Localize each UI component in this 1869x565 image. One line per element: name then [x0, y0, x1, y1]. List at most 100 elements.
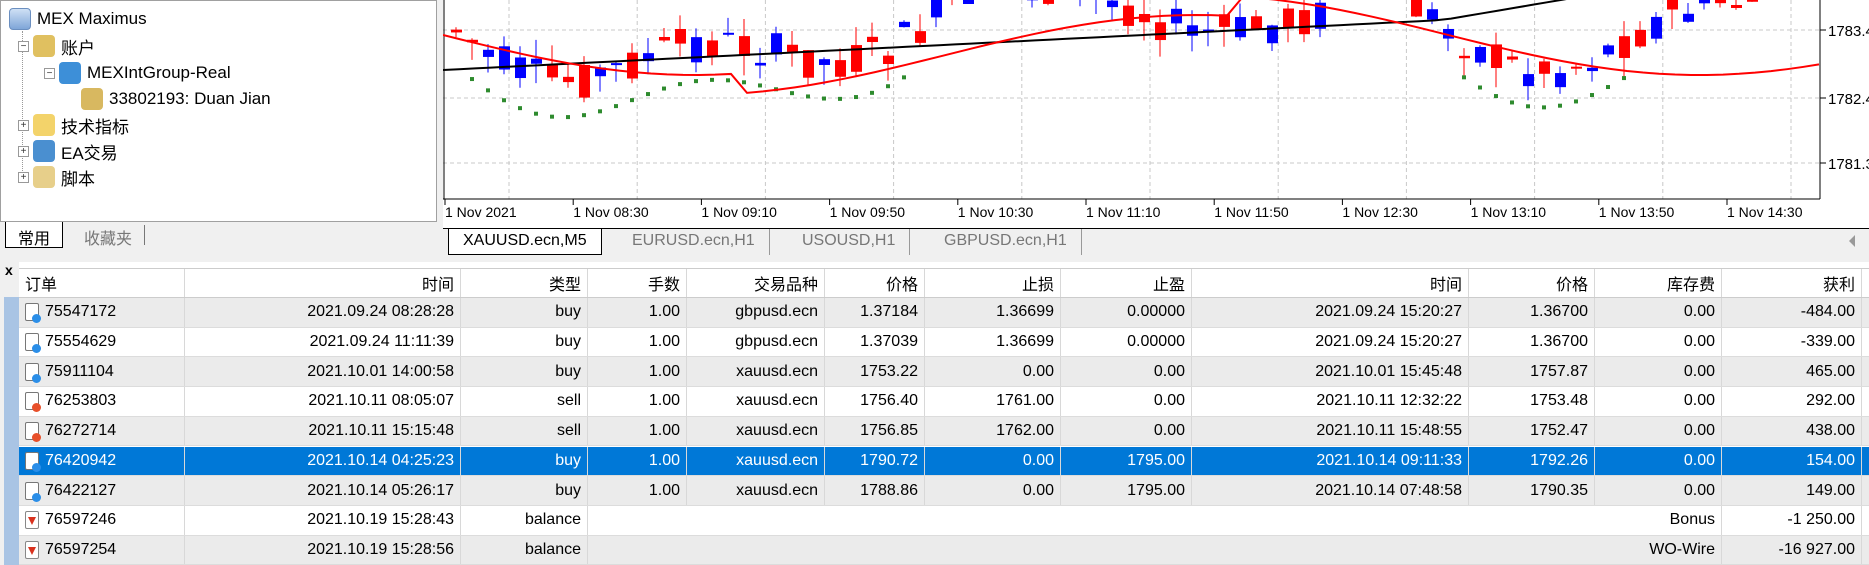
expand-icon[interactable]: + — [18, 146, 29, 157]
cell: 1761.00 — [925, 387, 1061, 416]
table-row[interactable]: 75911104 2021.10.01 14:00:58 buy 1.00 xauusd… — [19, 357, 1869, 388]
column-header[interactable]: 获利 — [1722, 269, 1862, 297]
sar-dot — [550, 114, 554, 119]
time-label: 1 Nov 11:10 — [1086, 204, 1161, 220]
comment: WO-Wire — [588, 535, 1722, 565]
tab-eurusd-h1[interactable]: EURUSD.ecn,H1 — [618, 229, 770, 255]
cell: 0.00 — [1595, 357, 1722, 387]
table-row[interactable]: 75554629 2021.09.24 11:11:39 buy 1.00 gbpusd… — [19, 327, 1869, 358]
column-header[interactable]: 止损 — [925, 269, 1061, 297]
tab-xauusd-m5[interactable]: XAUUSD.ecn,M5 — [448, 229, 602, 255]
cell: 2021.10.19 15:28:43 — [185, 505, 461, 535]
cell: 2021.09.24 15:20:27 — [1192, 298, 1469, 327]
column-header[interactable]: 时间 — [1192, 269, 1469, 297]
cell: buy — [461, 327, 588, 357]
expand-icon[interactable]: + — [18, 120, 29, 131]
price-chart[interactable]: 1783.4 1782.4 1781.3 1 Nov 2021 1 Nov 08:30 1… — [442, 0, 1869, 228]
time-label: 1 Nov 13:10 — [1471, 204, 1547, 220]
cell: 75547172 — [19, 298, 185, 327]
table-row[interactable]: 76272714 2021.10.11 15:15:48 sell 1.00 xauus… — [19, 416, 1869, 447]
cell: 1753.48 — [1469, 387, 1595, 416]
script-icon — [33, 166, 55, 188]
sar-dot — [534, 111, 538, 116]
table-row[interactable]: 76420942 2021.10.14 04:25:23 buy 1.00 xauusd… — [19, 446, 1869, 477]
tab-common[interactable]: 常用 — [5, 222, 64, 248]
cell: 1.00 — [588, 298, 687, 327]
sar-dot — [758, 83, 762, 88]
column-header[interactable]: 价格 — [1469, 269, 1595, 297]
table-row[interactable]: 76597254 2021.10.19 15:28:56 balance WO-Wir… — [19, 535, 1869, 565]
candle-body — [819, 59, 830, 65]
time-label: 1 Nov 09:50 — [830, 204, 906, 220]
column-header[interactable]: 手数 — [588, 269, 687, 297]
cell: 1752.47 — [1469, 416, 1595, 446]
tab-gbpusd-h1[interactable]: GBPUSD.ecn,H1 — [930, 229, 1082, 255]
price-label: 1783.4 — [1828, 23, 1869, 40]
buy-order-icon — [25, 303, 41, 324]
cell: xauusd.ecn — [687, 446, 825, 476]
order-id: 75554629 — [45, 333, 117, 351]
collapse-icon[interactable]: − — [18, 41, 29, 52]
collapse-icon[interactable]: − — [44, 68, 55, 79]
sar-dot — [662, 86, 666, 91]
column-header[interactable]: 订单 — [19, 269, 185, 297]
candle-body — [1459, 55, 1470, 59]
navigator-item[interactable]: EA交易 — [33, 139, 118, 163]
table-row[interactable]: 76422127 2021.10.14 05:26:17 buy 1.00 xauusd… — [19, 476, 1869, 506]
navigator-item[interactable]: MEXIntGroup-Real — [59, 61, 231, 85]
time-label: 1 Nov 12:30 — [1342, 204, 1418, 220]
tab-favorites[interactable]: 收藏夹 — [72, 225, 146, 248]
candle-body — [1475, 46, 1486, 63]
navigator-item-label: 技术指标 — [61, 117, 129, 137]
sar-dot — [694, 79, 698, 84]
cell: gbpusd.ecn — [687, 298, 825, 327]
close-icon[interactable]: x — [5, 262, 13, 278]
table-row[interactable]: 76253803 2021.10.11 08:05:07 sell 1.00 xauus… — [19, 387, 1869, 417]
column-header[interactable]: 库存费 — [1595, 269, 1722, 297]
expand-icon[interactable]: + — [18, 172, 29, 183]
column-header[interactable]: 止盈 — [1061, 269, 1192, 297]
terminal-icon — [9, 8, 31, 30]
cell: 1753.22 — [825, 357, 925, 387]
column-header[interactable]: 价格 — [825, 269, 925, 297]
candle-body — [1235, 17, 1246, 38]
navigator-item[interactable]: 脚本 — [33, 165, 95, 189]
candle-body — [915, 31, 926, 43]
sell-order-icon — [25, 392, 41, 413]
candle-body — [1219, 14, 1230, 27]
candle-body — [547, 64, 558, 78]
cell: 1.00 — [588, 416, 687, 446]
table-row[interactable]: 76597246 2021.10.19 15:28:43 balance Bonus -… — [19, 505, 1869, 536]
sar-dot — [630, 98, 634, 103]
cell: 0.00 — [1595, 327, 1722, 357]
candle-body — [467, 39, 478, 43]
cell: 76272714 — [19, 416, 185, 446]
candle-body — [1155, 22, 1166, 41]
cell: 2021.10.01 15:45:48 — [1192, 357, 1469, 387]
indicator-icon — [33, 114, 55, 136]
column-header[interactable]: 时间 — [185, 269, 461, 297]
chart-canvas[interactable]: 1783.4 1782.4 1781.3 1 Nov 2021 1 Nov 08:30 1… — [442, 0, 1869, 228]
navigator-item-label: MEXIntGroup-Real — [87, 63, 231, 82]
column-header[interactable]: 交易品种 — [687, 269, 825, 297]
tab-scroll-left-icon[interactable] — [1849, 235, 1855, 247]
candle-body — [1715, 0, 1726, 4]
cell: 75554629 — [19, 327, 185, 357]
navigator-item[interactable]: 技术指标 — [33, 113, 129, 137]
sar-dot — [886, 84, 890, 89]
navigator-item-label: EA交易 — [61, 143, 118, 163]
buy-order-icon — [25, 481, 41, 502]
sar-dot — [518, 106, 522, 111]
tab-usousd-h1[interactable]: USOUSD,H1 — [788, 229, 911, 255]
table-row[interactable]: 75547172 2021.09.24 08:28:28 buy 1.00 gbpusd… — [19, 298, 1869, 328]
candle-body — [1203, 29, 1214, 32]
cell: gbpusd.ecn — [687, 327, 825, 357]
balance-order-icon — [25, 540, 39, 559]
navigator-item[interactable]: 33802193: Duan Jian — [81, 87, 271, 111]
time-label: 1 Nov 2021 — [445, 204, 517, 220]
cell: 76420942 — [19, 446, 185, 476]
navigator-root[interactable]: MEX Maximus — [9, 7, 147, 31]
candle-body — [755, 62, 766, 66]
navigator-item[interactable]: 账户 — [33, 34, 95, 58]
column-header[interactable]: 类型 — [461, 269, 588, 297]
